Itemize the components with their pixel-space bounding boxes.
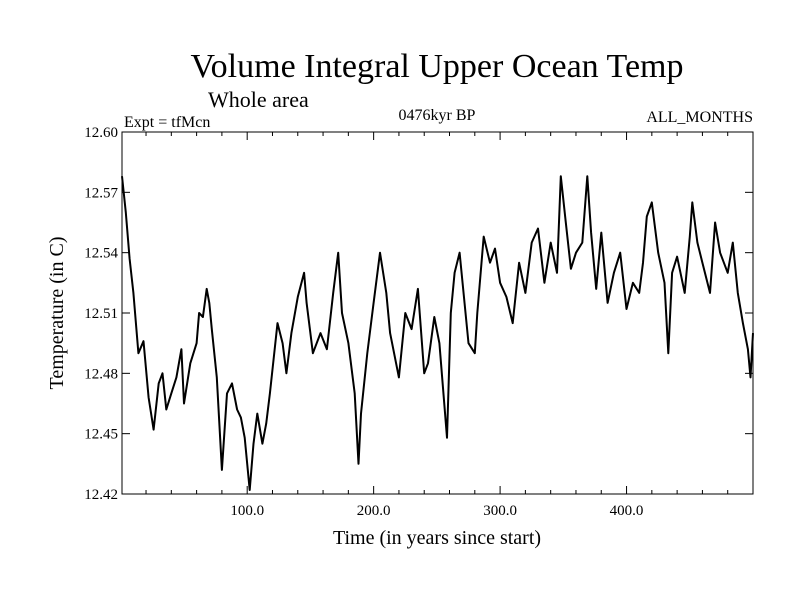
y-tick-label: 12.54 — [84, 246, 118, 262]
y-tick-label: 12.57 — [84, 185, 118, 201]
y-tick-label: 12.42 — [84, 487, 118, 503]
x-tick-label: 400.0 — [610, 503, 644, 519]
months-label: ALL_MONTHS — [646, 109, 753, 126]
temperature-series-line — [121, 175, 754, 491]
chart-subtitle: Whole area — [208, 87, 309, 112]
x-axis-label: Time (in years since start) — [333, 527, 541, 549]
experiment-label: Expt = tfMcn — [124, 114, 210, 131]
x-axis-ticks: 100.0 200.0 300.0 400.0 — [145, 132, 729, 519]
x-tick-label: 300.0 — [483, 503, 517, 519]
y-tick-label: 12.48 — [84, 366, 118, 382]
chart-title: Volume Integral Upper Ocean Temp — [191, 48, 684, 85]
y-tick-label: 12.45 — [84, 427, 118, 443]
y-tick-label: 12.51 — [84, 306, 118, 322]
x-tick-label: 100.0 — [230, 503, 264, 519]
period-label: 0476kyr BP — [399, 107, 476, 124]
y-axis-ticks: 12.42 12.45 12.48 12.51 12.54 12.57 12.60 — [84, 125, 753, 503]
y-axis-label: Temperature (in C) — [46, 237, 68, 390]
y-tick-label: 12.60 — [84, 125, 118, 141]
x-tick-label: 200.0 — [357, 503, 391, 519]
plot-frame — [121, 131, 754, 495]
